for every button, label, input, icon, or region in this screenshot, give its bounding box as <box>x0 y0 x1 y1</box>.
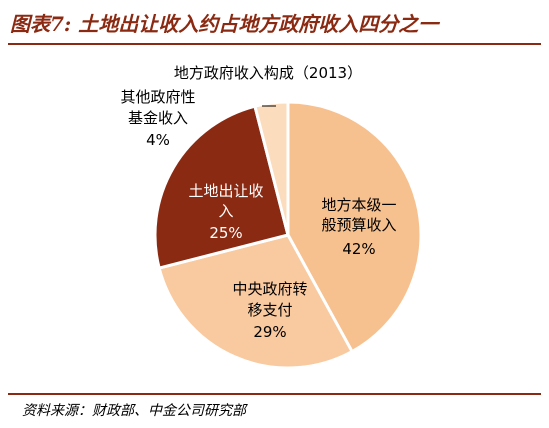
pie-slice-local-revenue <box>286 100 423 354</box>
slice-name-central-transfer-line2: 移支付 <box>247 301 292 319</box>
slice-name-local-revenue-line2: 般预算收入 <box>321 216 396 234</box>
slice-label-local-revenue: 42% <box>342 240 375 258</box>
slice-name-land-sales-line2: 入 <box>218 202 233 220</box>
figure-title: 图表7: 土地出让收入约占地方政府收入四分之一 <box>10 12 439 36</box>
pie-slice-land-sales <box>153 104 290 270</box>
slice-name-other-funds-line1: 其他政府性 <box>120 88 195 106</box>
slice-name-land-sales-line1: 土地出让收 <box>188 182 263 200</box>
pie-slices <box>153 100 423 370</box>
chart-title: 地方政府收入构成（2013） <box>174 64 362 82</box>
slice-label-land-sales: 25% <box>209 224 242 242</box>
slice-name-central-transfer-line1: 中央政府转 <box>232 280 307 298</box>
slice-name-other-funds-line2: 基金收入 <box>128 109 188 127</box>
title-rule <box>8 43 541 45</box>
pie-slice-central-transfer <box>157 233 355 370</box>
pie-slice-other-funds <box>253 100 290 236</box>
slice-label-central-transfer: 29% <box>253 323 286 341</box>
bottom-rule <box>8 393 541 395</box>
source-note: 资料来源：财政部、中金公司研究部 <box>22 403 246 419</box>
slice-label-other-funds: 4% <box>146 131 170 149</box>
slice-name-local-revenue-line1: 地方本级一 <box>321 196 396 214</box>
